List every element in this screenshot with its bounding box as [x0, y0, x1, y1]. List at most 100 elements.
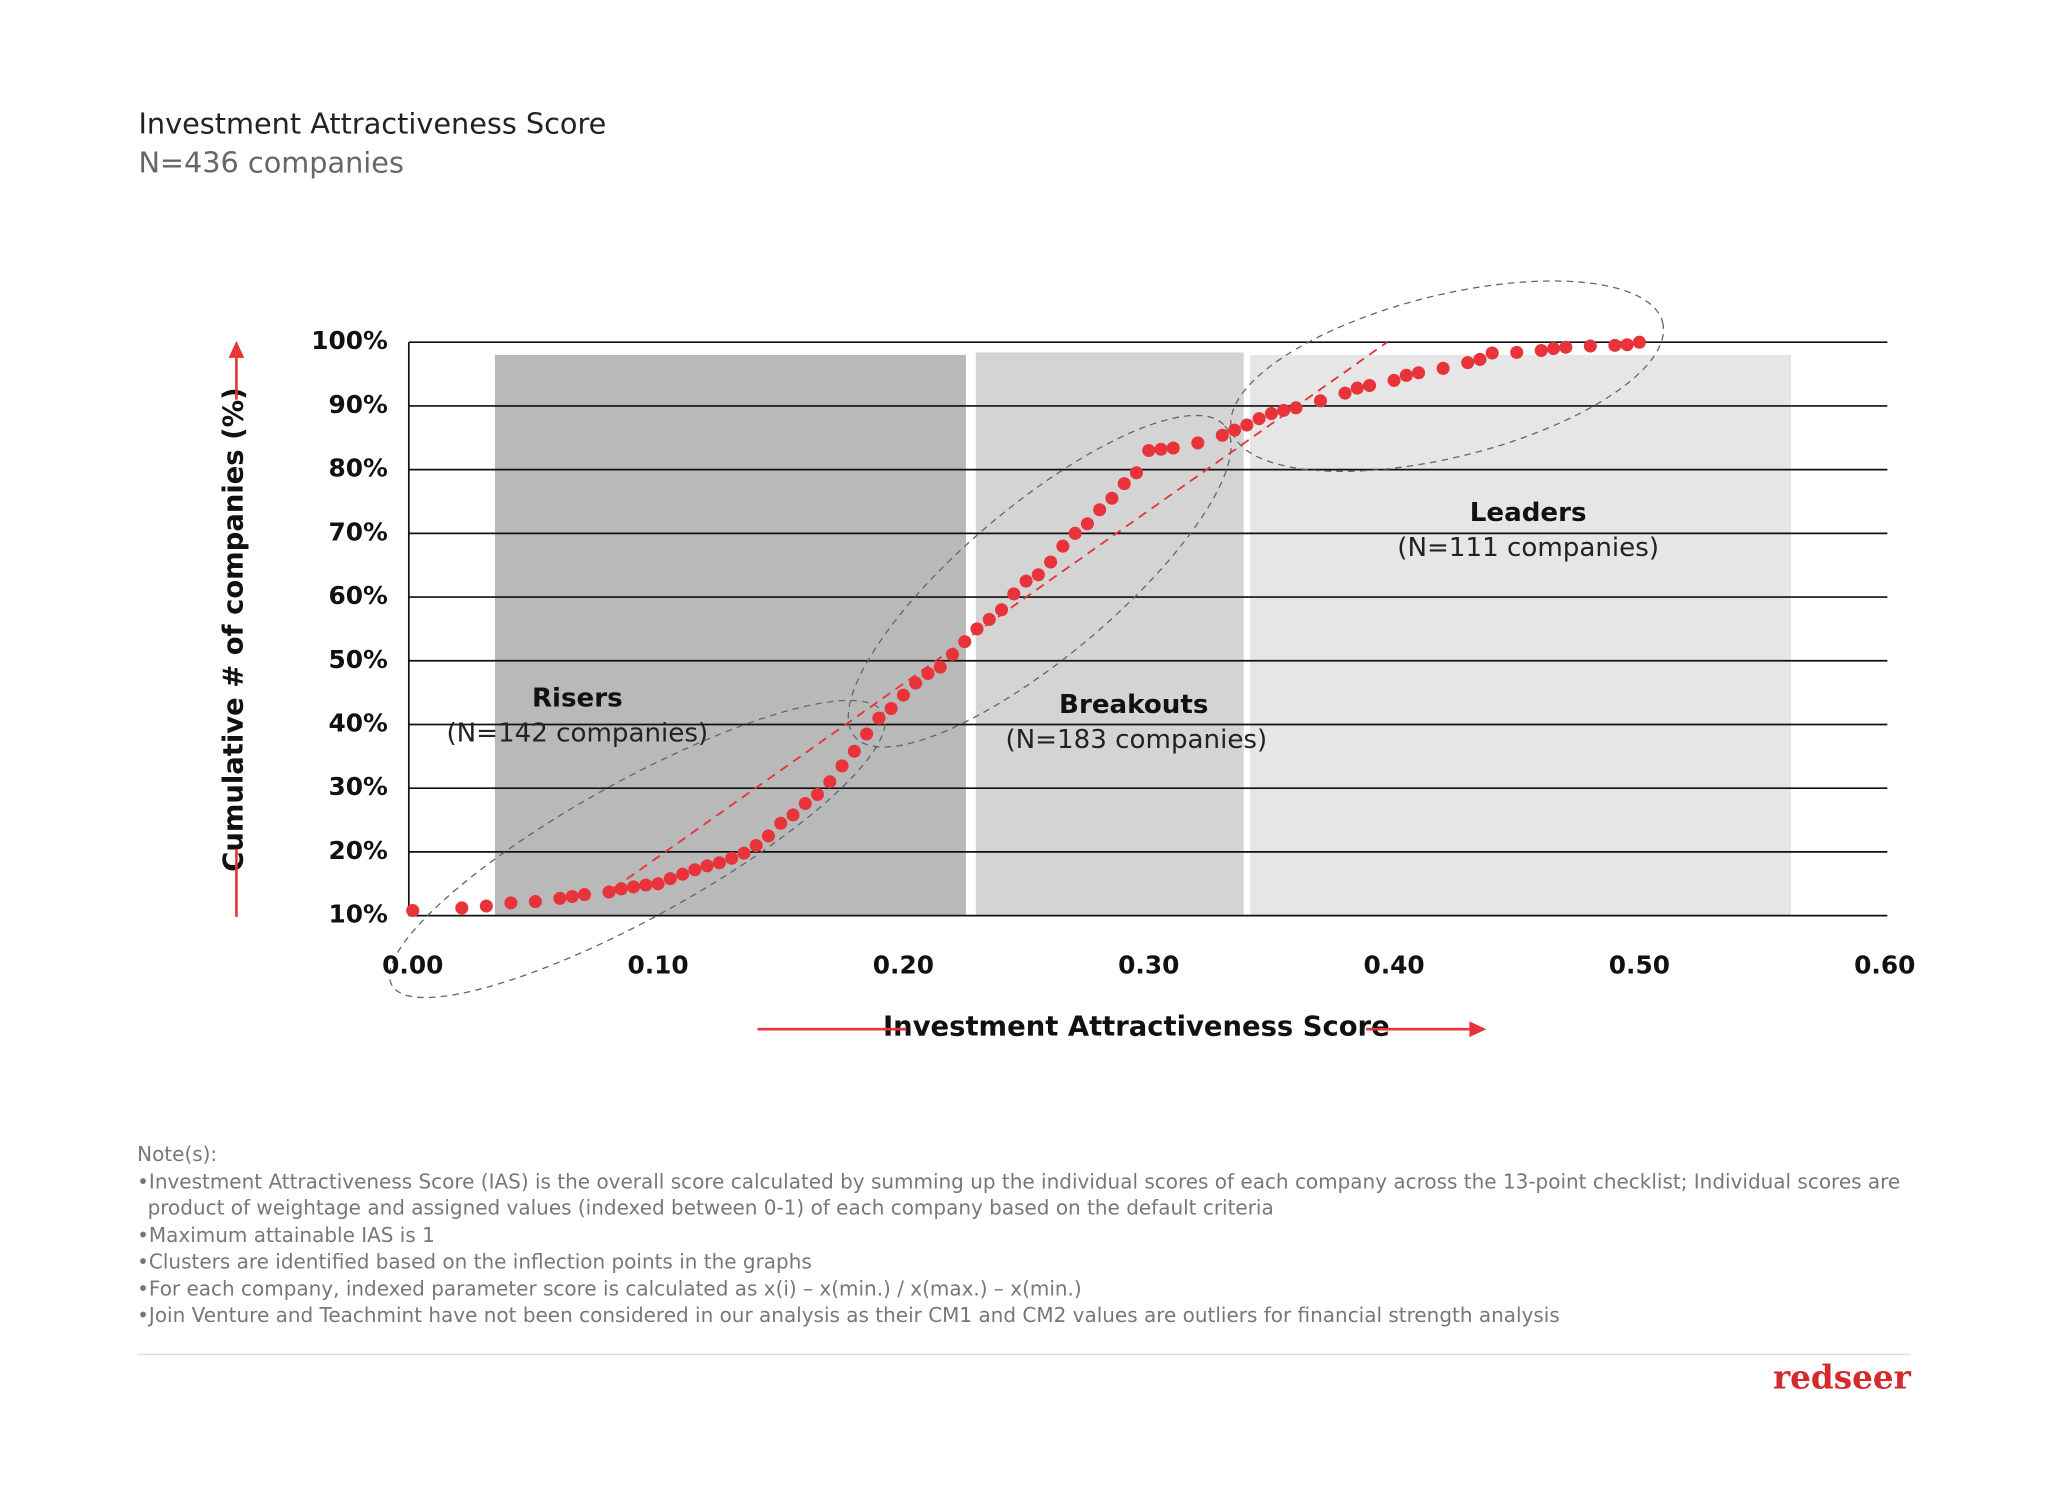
- risers-outline: [388, 699, 886, 999]
- y-tick-label: 40%: [329, 708, 389, 737]
- data-point: [884, 702, 898, 716]
- x-tick-label: 0.50: [1609, 951, 1670, 980]
- data-point: [1166, 441, 1180, 455]
- data-point: [1191, 436, 1205, 450]
- data-point: [1510, 345, 1524, 359]
- data-point: [835, 759, 849, 773]
- x-tick-label: 0.60: [1854, 951, 1915, 980]
- y-tick-label: 80%: [329, 454, 389, 483]
- data-point: [1240, 418, 1254, 432]
- data-point: [786, 808, 800, 822]
- data-point: [688, 863, 702, 877]
- data-point: [1313, 394, 1327, 408]
- data-point: [577, 888, 591, 902]
- data-point: [1387, 373, 1401, 387]
- data-point: [1620, 338, 1634, 352]
- y-tick-label: 30%: [329, 772, 389, 801]
- x-arrowhead: [1469, 1021, 1487, 1038]
- data-point: [528, 895, 542, 909]
- data-point: [1436, 361, 1450, 375]
- data-point: [1117, 477, 1131, 491]
- y-tick-label: 50%: [329, 645, 389, 674]
- data-point: [958, 635, 972, 649]
- note-item: •For each company, indexed parameter sco…: [137, 1276, 1082, 1301]
- y-tick-label: 10%: [329, 900, 389, 929]
- data-point: [1215, 428, 1229, 442]
- data-point: [455, 901, 469, 915]
- data-point: [1338, 386, 1352, 400]
- y-arrowhead: [228, 340, 245, 358]
- y-axis-label: Cumulative # of companies (%): [219, 387, 250, 871]
- data-point: [1277, 403, 1291, 417]
- data-point: [1105, 491, 1119, 505]
- data-point: [712, 856, 726, 870]
- data-point: [1412, 366, 1426, 380]
- data-point: [1007, 587, 1021, 601]
- data-point: [1129, 466, 1143, 480]
- data-point: [700, 859, 714, 873]
- data-point: [774, 816, 788, 830]
- data-point: [1019, 574, 1033, 588]
- data-point: [1583, 339, 1597, 353]
- points: [406, 335, 1646, 918]
- cluster-label: (N=111 companies): [1397, 533, 1659, 563]
- data-point: [1031, 568, 1045, 582]
- data-point: [1044, 555, 1058, 569]
- cluster-name: Breakouts: [1059, 690, 1208, 720]
- data-point: [406, 903, 420, 918]
- data-point: [1252, 412, 1266, 426]
- data-point: [933, 660, 947, 674]
- y-tick-label: 70%: [329, 517, 389, 546]
- data-point: [896, 688, 910, 702]
- data-point: [1228, 423, 1242, 437]
- data-point: [1350, 381, 1364, 395]
- data-point: [811, 788, 825, 802]
- notes-heading: Note(s):: [137, 1142, 218, 1167]
- data-point: [982, 612, 996, 626]
- data-point: [945, 647, 959, 661]
- notes-box: Note(s): •Investment Attractiveness Scor…: [137, 1142, 1901, 1328]
- y-tick-label: 100%: [311, 326, 388, 355]
- data-point: [504, 896, 518, 910]
- data-point: [872, 711, 886, 725]
- axis-arrows: [228, 340, 1487, 1038]
- data-point: [663, 872, 677, 886]
- data-point: [1080, 517, 1094, 531]
- data-point: [651, 877, 665, 891]
- cluster-regions: [494, 352, 1792, 916]
- y-tick-label: 20%: [329, 836, 389, 865]
- data-point: [995, 603, 1009, 617]
- note-item: •Maximum attainable IAS is 1: [137, 1223, 435, 1247]
- data-point: [1547, 342, 1561, 356]
- data-point: [565, 889, 579, 904]
- cluster-name: Risers: [532, 683, 623, 713]
- data-point: [1559, 340, 1573, 354]
- x-tick-label: 0.00: [382, 951, 443, 980]
- note-item: •Join Venture and Teachmint have not bee…: [137, 1303, 1560, 1328]
- chart-subtitle: N=436 companies: [138, 146, 403, 180]
- data-point: [860, 727, 874, 741]
- data-point: [1473, 352, 1487, 366]
- data-point: [798, 796, 812, 811]
- data-point: [1485, 346, 1499, 360]
- data-point: [1068, 526, 1082, 540]
- cluster-label: (N=183 companies): [1005, 725, 1267, 755]
- x-axis-label: Investment Attractiveness Score: [883, 1011, 1390, 1042]
- cluster-label: (N=142 companies): [446, 719, 708, 749]
- brand-logo: redseer: [1773, 1357, 1912, 1396]
- data-point: [1534, 343, 1548, 358]
- data-point: [639, 878, 653, 892]
- data-point: [553, 891, 567, 905]
- data-point: [627, 880, 641, 894]
- x-tick-label: 0.30: [1118, 951, 1179, 980]
- note-item: •Investment Attractiveness Score (IAS) i…: [137, 1169, 1901, 1220]
- cluster-region: [975, 352, 1244, 916]
- data-point: [737, 846, 751, 860]
- data-point: [921, 666, 935, 681]
- data-point: [909, 676, 923, 690]
- data-point: [1056, 539, 1070, 553]
- labels: Risers (N=142 companies) Breakouts (N=183 c…: [311, 326, 1915, 979]
- x-tick-label: 0.40: [1363, 951, 1424, 980]
